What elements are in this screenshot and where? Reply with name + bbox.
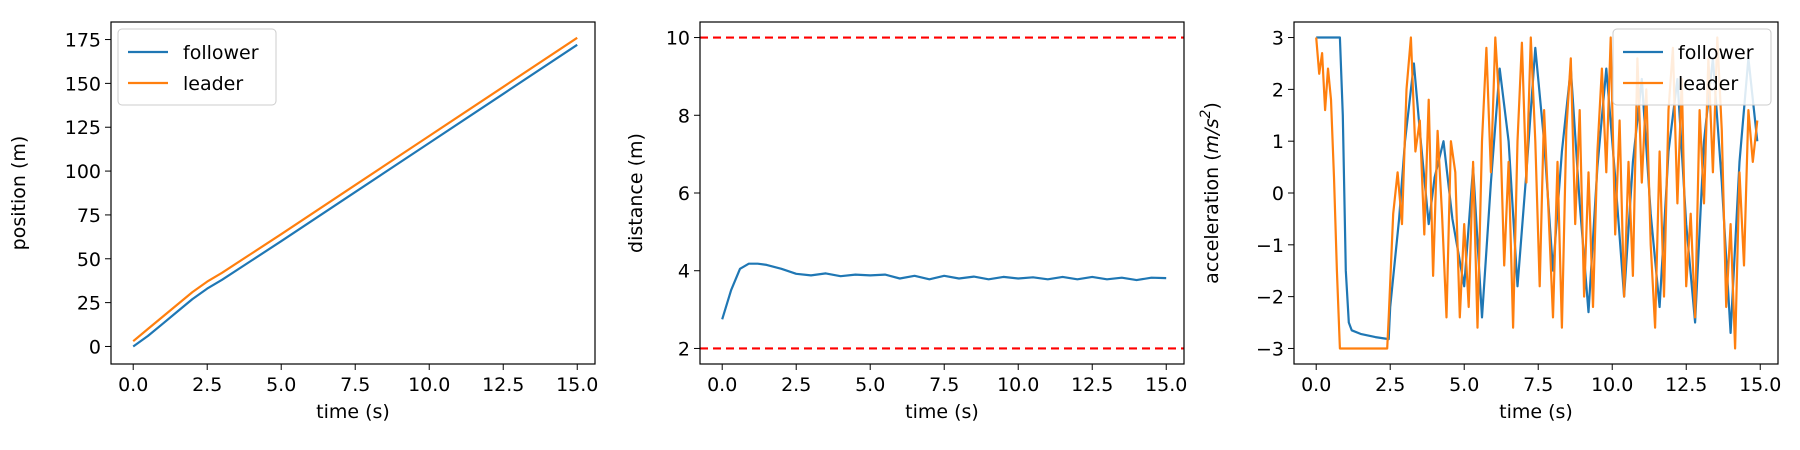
legend: follower leader [1612, 28, 1772, 106]
x-tick-label: 12.5 [1665, 374, 1707, 396]
x-tick-label: 0.0 [1301, 374, 1331, 396]
x-tick-label: 2.5 [781, 374, 811, 396]
y-tick-label: 25 [77, 293, 101, 315]
x-tick-label: 10.0 [408, 374, 450, 396]
x-tick-label: 15.0 [1145, 374, 1187, 396]
y-tick-label: 75 [77, 205, 101, 227]
y-tick-label: 0 [89, 336, 101, 358]
x-axis-label: time (s) [905, 401, 979, 423]
x-tick-label: 0.0 [118, 374, 148, 396]
y-tick-label: −2 [1256, 287, 1284, 309]
y-tick-label: 4 [678, 261, 690, 283]
x-axis-label: time (s) [316, 401, 390, 423]
chart-panel-1: 0.0 2.5 5.0 7.5 10.0 12.5 15.0 0 25 50 75 100 125 150… [8, 21, 598, 423]
y-tick-label: 6 [678, 183, 690, 205]
y-tick-label: −3 [1256, 338, 1284, 360]
y-tick-label: 100 [65, 161, 101, 183]
y-axis-label: position (m) [8, 136, 30, 251]
axes-frame [1293, 21, 1779, 365]
legend-box [1612, 28, 1772, 106]
y-axis-label: distance (m) [625, 133, 647, 253]
y-tick-label: 1 [1272, 131, 1284, 153]
axes-frame [699, 21, 1185, 365]
x-tick-label: 0.0 [707, 374, 737, 396]
series-line-leader [132, 36, 578, 343]
chart-panel-3: 0.0 2.5 5.0 7.5 10.0 12.5 15.0 −3 −2 −1 0 1 2 3 time (… [1198, 21, 1781, 423]
x-tick-label: 12.5 [482, 374, 524, 396]
x-tick-label: 15.0 [556, 374, 598, 396]
x-tick-label: 10.0 [997, 374, 1039, 396]
legend-label-follower: follower [183, 42, 259, 64]
y-tick-label: 8 [678, 105, 690, 127]
x-tick-label: 2.5 [192, 374, 222, 396]
legend-label-leader: leader [183, 73, 243, 95]
y-tick-label: −1 [1256, 235, 1284, 257]
y-tick-label: 125 [65, 117, 101, 139]
legend-box [117, 28, 277, 106]
series-line-series-1 [721, 262, 1167, 320]
y-tick-label: 150 [65, 73, 101, 95]
y-tick-label: 3 [1272, 28, 1284, 50]
x-tick-label: 10.0 [1591, 374, 1633, 396]
x-tick-label: 7.5 [340, 374, 370, 396]
x-axis-label: time (s) [1499, 401, 1573, 423]
legend-label-follower: follower [1678, 42, 1754, 64]
y-tick-label: 2 [678, 338, 690, 360]
series-line-follower [132, 43, 578, 348]
x-tick-label: 7.5 [1523, 374, 1553, 396]
y-tick-label: 0 [1272, 183, 1284, 205]
y-tick-label: 2 [1272, 79, 1284, 101]
legend: follower leader [117, 28, 277, 106]
x-tick-label: 12.5 [1071, 374, 1113, 396]
x-tick-label: 15.0 [1739, 374, 1781, 396]
x-tick-label: 5.0 [855, 374, 885, 396]
y-tick-label: 175 [65, 30, 101, 52]
legend-label-leader: leader [1678, 73, 1738, 95]
x-tick-label: 5.0 [1449, 374, 1479, 396]
axes-frame [110, 21, 596, 365]
x-tick-label: 7.5 [929, 374, 959, 396]
chart-panel-2: 0.0 2.5 5.0 7.5 10.0 12.5 15.0 2 4 6 8 10 time (s) di… [625, 21, 1187, 423]
y-axis-label: acceleration (m/s2) [1198, 102, 1223, 284]
x-tick-label: 5.0 [266, 374, 296, 396]
y-tick-label: 50 [77, 249, 101, 271]
y-tick-label: 10 [666, 28, 690, 50]
series-line-leader [1315, 36, 1759, 350]
x-tick-label: 2.5 [1375, 374, 1405, 396]
